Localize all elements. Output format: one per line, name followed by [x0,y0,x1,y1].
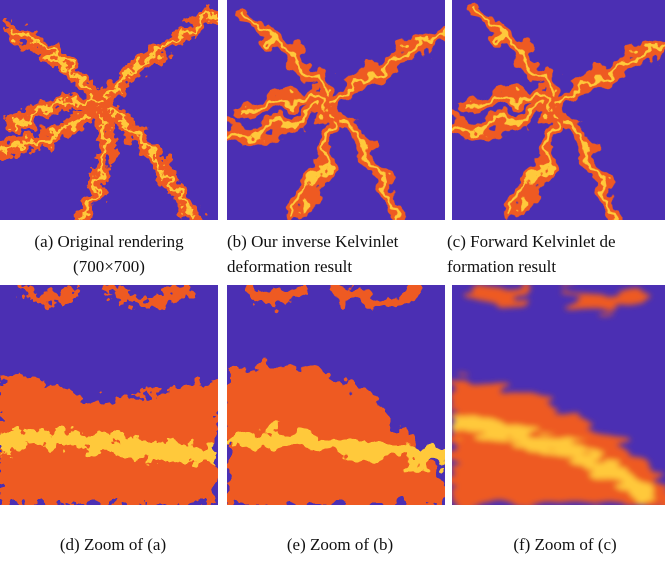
rendering [0,285,218,505]
caption-line: (a) Original rendering [0,229,218,254]
rendering [452,285,665,505]
caption-line: (b) Our inverse Kelvinlet [227,229,453,254]
caption: (d) Zoom of (a) [0,532,226,557]
rendering [452,0,665,220]
rendering [227,285,445,505]
figure: (a) Original rendering(700×700)(b) Our i… [0,0,665,562]
caption-line: formation result [447,254,665,279]
caption-line: (d) Zoom of (a) [0,532,226,557]
rendering [227,0,445,220]
caption-line: (c) Forward Kelvinlet de [447,229,665,254]
caption: (e) Zoom of (b) [227,532,453,557]
caption-line: (f) Zoom of (c) [452,532,665,557]
rendering [0,0,218,220]
caption-line: (e) Zoom of (b) [227,532,453,557]
caption-line: (700×700) [0,254,218,279]
caption-line: deformation result [227,254,453,279]
caption: (a) Original rendering(700×700) [0,229,218,279]
caption: (f) Zoom of (c) [452,532,665,557]
